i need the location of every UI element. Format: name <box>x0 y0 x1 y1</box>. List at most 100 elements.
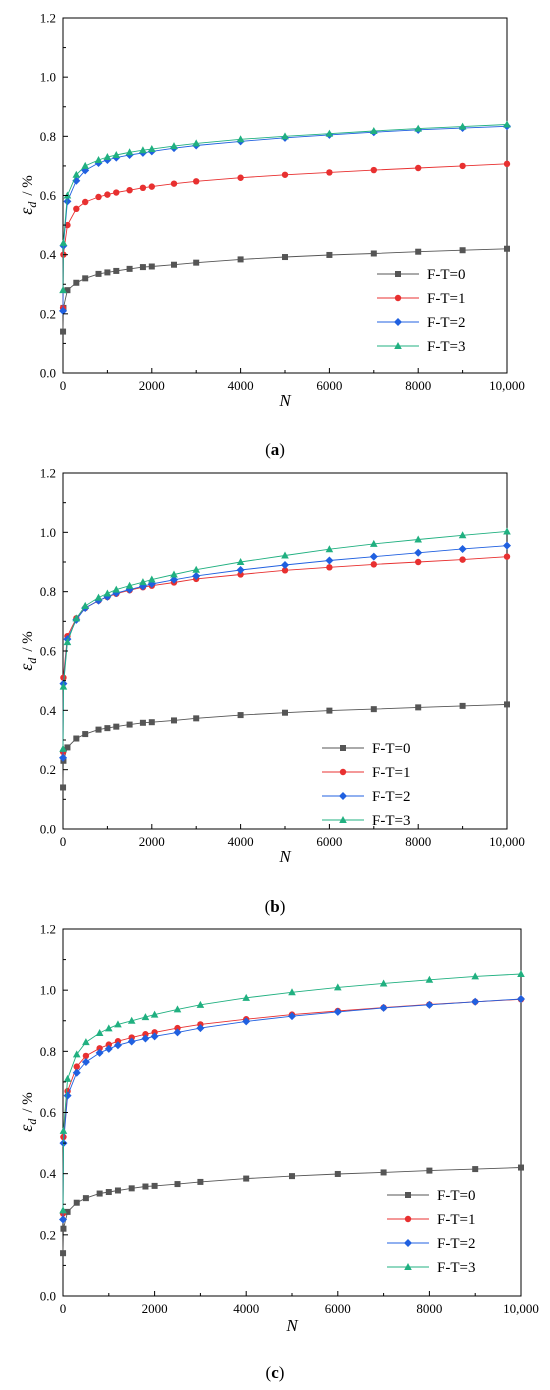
data-point <box>59 744 67 752</box>
data-point <box>171 261 177 268</box>
data-point <box>369 552 378 561</box>
x-tick-label: 2000 <box>139 834 165 849</box>
x-tick-label: 6000 <box>325 1301 351 1316</box>
data-point <box>59 753 68 762</box>
x-tick-label: 10,000 <box>489 378 525 393</box>
data-point <box>126 265 133 272</box>
y-tick-label: 1.0 <box>40 983 56 998</box>
data-point <box>414 548 423 557</box>
data-point <box>243 1175 250 1182</box>
data-point <box>281 567 289 574</box>
data-point <box>425 975 434 983</box>
y-tick-label: 0.2 <box>40 306 56 321</box>
data-point <box>103 589 112 597</box>
data-point <box>94 593 103 601</box>
data-point <box>196 1000 205 1008</box>
data-point <box>459 556 466 563</box>
data-point <box>139 578 147 586</box>
y-tick-label: 0.6 <box>40 1105 57 1120</box>
x-tick-label: 4000 <box>233 1301 259 1316</box>
data-point <box>459 162 466 170</box>
tick-layer: 0.0 0.2 0.4 0.6 0.8 1.0 1.2 0 2000 4000 6000 8000 10… <box>40 11 525 394</box>
data-point <box>503 553 511 560</box>
tick-layer: 0.0 0.2 0.4 0.6 0.8 1.0 1.2 0 2000 4000 6000 8000 10… <box>40 922 539 1317</box>
data-point <box>458 122 467 130</box>
data-point <box>64 744 71 751</box>
data-point <box>112 150 121 158</box>
legend-marker <box>340 745 346 751</box>
legend-label: F-T=3 <box>372 813 410 829</box>
data-point <box>325 556 334 565</box>
data-point <box>281 171 289 178</box>
data-point <box>60 1225 67 1232</box>
data-point <box>126 721 133 728</box>
data-point <box>96 1045 103 1052</box>
data-point <box>142 1031 149 1038</box>
data-point <box>113 267 120 274</box>
y-tick-label: 0.2 <box>40 1227 56 1242</box>
data-point <box>64 287 71 294</box>
y-tick-label: 0.8 <box>40 584 56 599</box>
x-tick-label: 8000 <box>405 834 431 849</box>
x-tick-label: 6000 <box>316 834 342 849</box>
legend-label: F-T=3 <box>427 339 465 355</box>
data-point <box>173 1028 182 1037</box>
chart-panel-b: 0.0 0.2 0.4 0.6 0.8 1.0 1.2 0 2000 4000 6000 8000 10… <box>16 466 525 917</box>
data-point <box>237 256 244 263</box>
data-point <box>148 263 155 270</box>
svg-text:εd/ %: εd/ % <box>16 1092 39 1132</box>
data-point <box>105 1189 112 1196</box>
data-point <box>370 127 378 135</box>
data-point <box>170 142 178 150</box>
x-tick-label: 0 <box>60 1301 67 1316</box>
y-axis-label: εd/ % <box>16 175 39 215</box>
svg-text:εd/ %: εd/ % <box>16 175 39 215</box>
data-point <box>458 544 467 553</box>
tick-layer: 0.0 0.2 0.4 0.6 0.8 1.0 1.2 0 2000 4000 6000 8000 10… <box>40 466 525 850</box>
data-point <box>281 132 289 140</box>
x-tick-label: 4000 <box>228 834 254 849</box>
data-point <box>415 248 422 255</box>
data-point <box>81 1058 90 1067</box>
y-tick-label: 0.2 <box>40 762 56 777</box>
data-point <box>113 1041 122 1050</box>
data-point <box>73 1063 80 1070</box>
legend-marker <box>405 1192 411 1198</box>
data-point <box>59 1126 68 1134</box>
series-layer <box>59 527 511 791</box>
y-tick-label: 0.8 <box>40 1044 56 1059</box>
data-point <box>59 1206 67 1214</box>
data-point <box>82 1195 89 1202</box>
data-point <box>105 1041 113 1048</box>
data-point <box>72 170 81 178</box>
data-point <box>197 1178 204 1185</box>
legend-marker <box>394 342 402 349</box>
data-point <box>114 1020 122 1028</box>
data-point <box>458 531 467 539</box>
series-layer <box>59 120 511 335</box>
data-point <box>139 264 146 271</box>
data-point <box>503 527 511 535</box>
data-point <box>82 731 89 738</box>
data-point <box>236 135 245 143</box>
data-point <box>415 704 422 711</box>
data-point <box>63 638 72 646</box>
y-tick-label: 1.0 <box>40 525 56 540</box>
panel-label: (a) <box>265 440 285 459</box>
data-point <box>104 1044 113 1053</box>
data-point <box>81 601 89 609</box>
legend-marker <box>339 792 347 800</box>
data-point <box>82 1038 90 1046</box>
x-tick-label: 10,000 <box>489 834 525 849</box>
data-point <box>114 1187 121 1194</box>
data-point <box>370 166 377 174</box>
y-axis-label: εd/ % <box>16 631 39 671</box>
data-point <box>82 275 89 282</box>
x-tick-label: 2000 <box>139 378 165 393</box>
data-point <box>104 191 111 198</box>
data-point <box>193 715 200 722</box>
series-line <box>62 998 522 1214</box>
data-point <box>125 148 134 156</box>
x-tick-label: 8000 <box>416 1301 442 1316</box>
legend-label: F-T=1 <box>437 1212 475 1228</box>
